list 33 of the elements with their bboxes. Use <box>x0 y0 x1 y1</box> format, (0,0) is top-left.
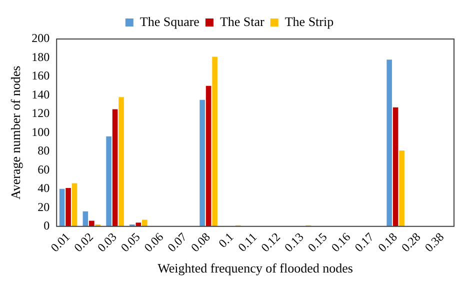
y-axis-title: Average number of nodes <box>8 66 24 200</box>
y-tick-label: 40 <box>38 181 50 196</box>
x-tick-label: 0.06 <box>141 230 166 255</box>
y-tick-label: 80 <box>38 144 50 158</box>
legend-label: The Strip <box>284 14 334 29</box>
y-tick-label: 20 <box>38 200 50 214</box>
x-tick-label: 0.13 <box>282 230 306 255</box>
y-tick-label: 120 <box>32 106 50 120</box>
y-tick-label: 200 <box>32 31 50 46</box>
x-tick-label: 0.08 <box>188 230 213 255</box>
legend-label: The Square <box>140 14 200 29</box>
y-tick-label: 100 <box>32 124 50 139</box>
y-tick-label: 160 <box>32 68 50 83</box>
legend-label: The Star <box>220 14 266 29</box>
x-tick-label: 0.07 <box>164 230 190 255</box>
y-tick-label: 0 <box>44 218 50 233</box>
x-tick-label: 0.05 <box>118 230 143 255</box>
x-tick-label: 0.11 <box>235 230 260 254</box>
x-tick-label: 0.17 <box>352 230 377 255</box>
x-tick-label: 0.38 <box>422 230 447 255</box>
x-tick-label: 0.1 <box>216 230 236 250</box>
x-tick-label: 0.16 <box>328 230 354 255</box>
x-axis-title: Weighted frequency of flooded nodes <box>158 260 353 276</box>
x-tick-label: 0.03 <box>94 230 120 255</box>
x-tick-label: 0.28 <box>398 230 424 255</box>
x-tick-label: 0.12 <box>258 230 284 255</box>
y-tick-label: 140 <box>32 87 50 102</box>
y-tick-label: 180 <box>32 50 50 64</box>
x-tick-label: 0.02 <box>71 230 96 255</box>
x-tick-label: 0.01 <box>48 230 73 255</box>
y-tick-label: 60 <box>38 162 50 176</box>
x-tick-label: 0.15 <box>305 230 330 255</box>
x-tick-label: 0.18 <box>375 230 400 255</box>
